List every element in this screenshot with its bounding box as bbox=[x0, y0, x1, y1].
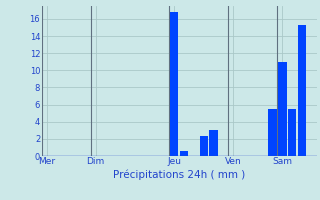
Bar bbox=[180, 151, 188, 156]
Bar bbox=[200, 136, 208, 156]
Bar bbox=[298, 25, 306, 156]
Bar bbox=[268, 109, 277, 156]
X-axis label: Précipitations 24h ( mm ): Précipitations 24h ( mm ) bbox=[113, 169, 245, 180]
Bar bbox=[278, 62, 287, 156]
Bar bbox=[209, 130, 218, 156]
Bar bbox=[288, 109, 296, 156]
Bar bbox=[170, 12, 179, 156]
